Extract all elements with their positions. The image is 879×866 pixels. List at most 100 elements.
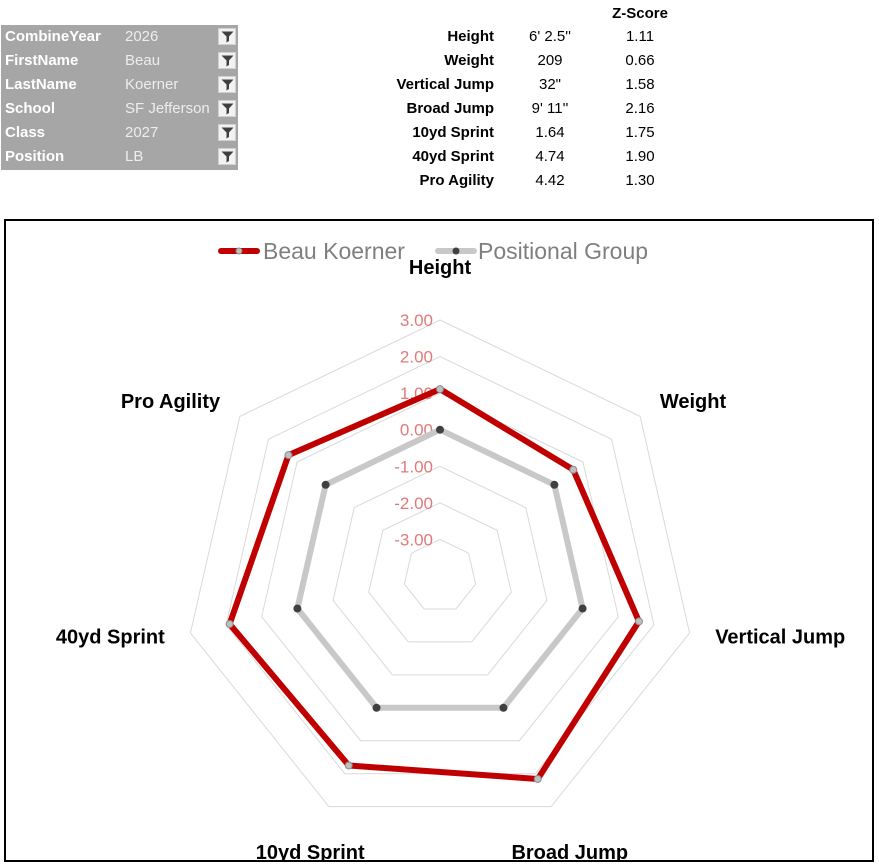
stat-value: 32" xyxy=(538,76,561,93)
stat-zscore: 1.58 xyxy=(625,76,655,93)
filter-row-firstname: FirstName Beau xyxy=(1,49,238,73)
filter-value: Koerner xyxy=(125,76,179,93)
filter-dropdown-button[interactable] xyxy=(218,148,236,165)
grid-ring xyxy=(189,319,691,808)
axis-label: 10yd Sprint xyxy=(256,842,365,860)
filter-label: Class xyxy=(5,124,46,141)
group-point xyxy=(436,425,444,434)
stat-zscore: 1.11 xyxy=(625,28,655,45)
stat-value: 4.42 xyxy=(535,172,565,189)
filter-funnel-icon xyxy=(221,31,234,43)
filter-row-lastname: LastName Koerner xyxy=(1,73,238,97)
player-series-line xyxy=(226,386,642,782)
filter-funnel-icon xyxy=(221,79,234,91)
filter-dropdown-button[interactable] xyxy=(218,28,236,45)
stat-row: Height 6' 2.5'' 1.11 xyxy=(340,25,670,49)
stat-zscore: 2.16 xyxy=(625,100,655,117)
stat-row: 10yd Sprint 1.64 1.75 xyxy=(340,121,670,145)
filter-value: LB xyxy=(125,148,144,165)
group-series-line xyxy=(294,426,586,711)
stat-value: 1.64 xyxy=(535,124,565,141)
stat-name: 40yd Sprint xyxy=(412,148,494,165)
group-point xyxy=(499,703,508,712)
player-point xyxy=(634,617,643,626)
grid-ring xyxy=(225,356,655,775)
tick-label: 2.00 xyxy=(400,348,433,367)
player-point xyxy=(533,774,542,783)
legend-label: Positional Group xyxy=(478,238,648,264)
filter-dropdown-button[interactable] xyxy=(218,52,236,69)
stat-row: Broad Jump 9' 11'' 2.16 xyxy=(340,97,670,121)
axis-label: Height xyxy=(409,257,472,279)
filter-funnel-icon xyxy=(221,55,234,67)
legend-label: Beau Koerner xyxy=(263,238,405,264)
legend-marker xyxy=(235,247,243,255)
stat-name: Height xyxy=(447,28,494,45)
grid-ring xyxy=(261,392,619,742)
stat-name: Weight xyxy=(444,52,494,69)
stat-zscore: 1.75 xyxy=(625,124,655,141)
stat-zscore: 0.66 xyxy=(625,52,655,69)
filter-label: FirstName xyxy=(5,52,79,69)
tick-label: 3.00 xyxy=(400,311,433,330)
stat-value: 9' 11'' xyxy=(531,100,569,117)
grid-ring xyxy=(368,502,512,643)
tick-label: -3.00 xyxy=(394,530,433,549)
player-point xyxy=(569,465,578,474)
group-point xyxy=(372,703,381,712)
filter-label: CombineYear xyxy=(5,28,101,45)
grid-ring xyxy=(332,465,548,676)
filter-row-combineyear: CombineYear 2026 xyxy=(1,25,238,49)
filter-funnel-icon xyxy=(221,103,234,115)
filter-value: 2027 xyxy=(125,124,159,141)
stat-value: 4.74 xyxy=(535,148,565,165)
player-point xyxy=(344,761,353,770)
stat-name: Vertical Jump xyxy=(396,76,494,93)
grid-ring xyxy=(403,538,477,610)
legend-marker xyxy=(452,247,460,255)
stat-name: Pro Agility xyxy=(419,172,494,189)
filter-dropdown-button[interactable] xyxy=(218,100,236,117)
radar-chart-svg: 3.002.001.000.00-1.00-2.00-3.00HeightWei… xyxy=(56,238,845,860)
stat-row: 40yd Sprint 4.74 1.90 xyxy=(340,145,670,169)
group-point xyxy=(293,604,302,613)
group-point xyxy=(578,604,587,613)
filter-row-class: Class 2027 xyxy=(1,121,238,145)
player-point xyxy=(225,620,234,629)
filter-value: SF Jefferson xyxy=(125,100,210,117)
axis-label: Broad Jump xyxy=(511,842,628,860)
group-point xyxy=(321,480,330,489)
axis-label: Weight xyxy=(660,391,727,413)
filter-dropdown-button[interactable] xyxy=(218,76,236,93)
filter-funnel-icon xyxy=(221,127,234,139)
axis-label: Pro Agility xyxy=(121,391,221,413)
stat-name: 10yd Sprint xyxy=(412,124,494,141)
stat-zscore: 1.90 xyxy=(625,148,655,165)
player-point xyxy=(284,451,293,460)
stat-zscore: 1.30 xyxy=(625,172,655,189)
axis-label: 40yd Sprint xyxy=(56,626,165,648)
filter-label: Position xyxy=(5,148,65,165)
filter-value: 2026 xyxy=(125,28,159,45)
stat-row: Pro Agility 4.42 1.30 xyxy=(340,169,670,193)
stat-value: 6' 2.5'' xyxy=(529,28,571,45)
radar-chart: 3.00 2.00 1.00 0.00 -1.00 -2.00 -3.00 Height Wei… xyxy=(4,219,874,862)
tick-label: -1.00 xyxy=(394,457,433,476)
filter-funnel-icon xyxy=(221,151,234,163)
filter-label: School xyxy=(5,100,56,117)
filter-panel: CombineYear 2026 FirstName Beau LastName Koer… xyxy=(1,25,238,170)
filter-row-position: Position LB xyxy=(1,145,238,169)
stat-value: 209 xyxy=(537,52,563,69)
axis-label: Vertical Jump xyxy=(715,626,845,648)
stat-name: Broad Jump xyxy=(406,100,494,117)
filter-label: LastName xyxy=(5,76,77,93)
filter-dropdown-button[interactable] xyxy=(218,124,236,141)
filter-row-school: School SF Jefferson xyxy=(1,97,238,121)
zscore-header: Z-Score xyxy=(612,5,668,22)
player-point xyxy=(436,385,444,394)
stat-row: Vertical Jump 32" 1.58 xyxy=(340,73,670,97)
group-point xyxy=(550,480,559,489)
stat-row: Weight 209 0.66 xyxy=(340,49,670,73)
filter-value: Beau xyxy=(125,52,161,69)
tick-label: -2.00 xyxy=(394,494,433,513)
